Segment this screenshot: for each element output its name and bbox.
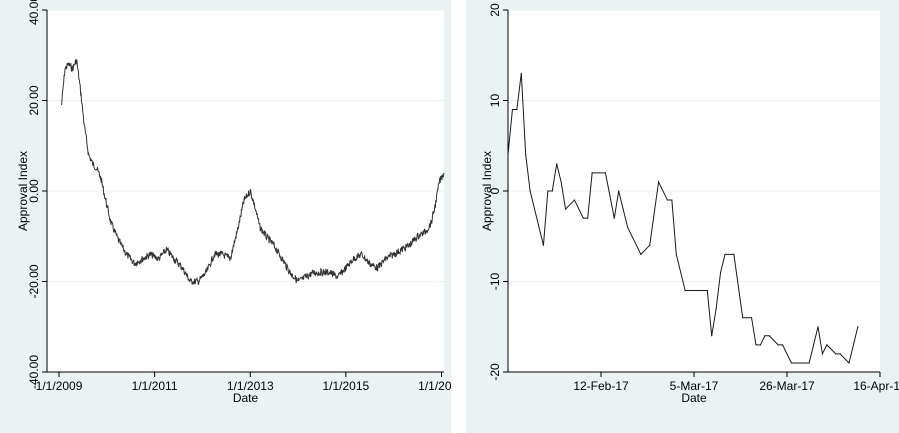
- data-point: [507, 154, 509, 156]
- chart-panel-right: -20-100102022-Jan-1712-Feb-175-Mar-1726-…: [466, 0, 899, 433]
- y-tick-label: -40.00: [27, 355, 41, 389]
- data-point: [724, 253, 726, 255]
- data-point: [821, 353, 824, 355]
- data-point: [525, 154, 527, 156]
- x-tick-label: 1/1/2017: [418, 379, 451, 393]
- data-point: [755, 344, 757, 346]
- data-point: [551, 190, 553, 192]
- data-point: [839, 353, 841, 355]
- x-axis-title: Date: [681, 391, 707, 405]
- x-axis-title: Date: [233, 391, 259, 405]
- x-tick-label: 5-Mar-17: [670, 379, 719, 393]
- data-point: [826, 344, 828, 346]
- data-point: [799, 362, 801, 364]
- data-point: [777, 344, 779, 346]
- data-point: [733, 253, 735, 255]
- data-point: [582, 217, 584, 219]
- y-tick-label: 0.00: [27, 179, 41, 203]
- x-tick-label: 1/1/2011: [132, 379, 178, 393]
- data-point: [649, 244, 651, 246]
- data-point: [790, 362, 793, 364]
- data-point: [613, 217, 615, 219]
- y-axis-title: Approval Index: [16, 151, 30, 231]
- data-point: [564, 208, 567, 210]
- data-point: [768, 335, 770, 337]
- data-point: [671, 199, 673, 201]
- approval-chart-left: -40.00 -20.00 0.00 20.00 40.00 1/1/2009 1/1/20…: [16, 0, 451, 405]
- data-point: [560, 181, 562, 183]
- data-point: [573, 199, 576, 201]
- data-point: [697, 289, 700, 292]
- series-line: [61, 59, 445, 285]
- data-point: [848, 362, 850, 364]
- y-tick-label: 0: [488, 187, 502, 194]
- data-point: [587, 217, 589, 219]
- data-point: [750, 317, 753, 319]
- data-point: [542, 244, 545, 246]
- data-point: [764, 335, 766, 337]
- data-point: [795, 362, 797, 364]
- data-point: [591, 172, 593, 174]
- data-point: [618, 190, 620, 192]
- data-point: [529, 190, 531, 192]
- data-point: [626, 226, 629, 228]
- y-axis-title: Approval Index: [480, 151, 494, 231]
- data-point: [711, 335, 713, 337]
- data-point: [715, 308, 717, 310]
- data-point: [781, 344, 784, 346]
- x-tick-label: 12-Feb-17: [573, 379, 629, 393]
- data-point: [693, 289, 695, 292]
- x-tick-label: 26-Mar-17: [759, 379, 815, 393]
- data-point: [556, 163, 558, 165]
- data-point: [516, 108, 518, 111]
- data-point: [857, 326, 859, 328]
- data-point: [604, 172, 607, 174]
- data-point: [640, 253, 642, 255]
- data-point: [808, 362, 810, 364]
- data-point: [817, 326, 819, 328]
- y-tick-label: 10: [488, 94, 502, 108]
- y-tick-label: 40.00: [27, 0, 41, 25]
- data-point: [547, 190, 549, 192]
- approval-chart-right: -20-100102022-Jan-1712-Feb-175-Mar-1726-…: [480, 3, 899, 405]
- data-point: [675, 253, 677, 255]
- data-point: [719, 271, 722, 274]
- data-point: [511, 108, 514, 111]
- y-tick-label: 20.00: [27, 85, 41, 115]
- data-point: [657, 181, 660, 183]
- y-tick-label: -10: [488, 273, 502, 291]
- x-tick-label: 1/1/2015: [322, 379, 369, 393]
- data-point: [622, 208, 624, 210]
- y-tick-label: 20: [488, 3, 502, 17]
- data-point: [742, 317, 744, 319]
- data-point: [835, 353, 837, 355]
- y-tick-label: -20: [488, 363, 502, 381]
- data-point: [706, 289, 708, 292]
- x-tick-label: 1/1/2009: [36, 379, 83, 393]
- y-tick-label: -20.00: [27, 264, 41, 298]
- data-point: [702, 289, 704, 292]
- data-point: [666, 199, 669, 201]
- x-tick-label: 1/1/2013: [227, 379, 274, 393]
- data-point: [759, 344, 762, 346]
- chart-panel-left: -40.00 -20.00 0.00 20.00 40.00 1/1/2009 1/1/20…: [0, 0, 451, 433]
- data-point: [684, 289, 686, 292]
- x-tick-label: 16-Apr-17: [853, 379, 899, 393]
- data-point: [520, 72, 522, 74]
- data-point: [804, 362, 806, 364]
